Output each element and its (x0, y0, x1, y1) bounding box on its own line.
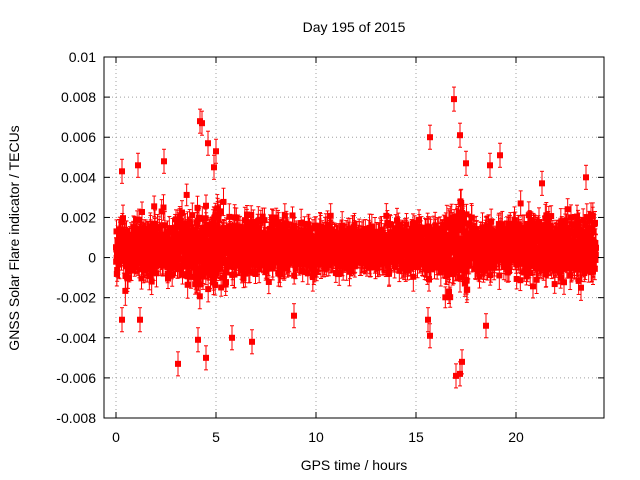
x-tick-label: 5 (212, 429, 220, 445)
y-tick-label: -0.002 (56, 290, 96, 306)
data-point (517, 190, 524, 217)
y-tick-label: 0.002 (61, 209, 96, 225)
y-tick-label: -0.008 (56, 410, 96, 426)
y-tick-label: 0.008 (61, 89, 96, 105)
y-tick-label: 0.004 (61, 169, 96, 185)
data-point (249, 329, 255, 355)
data-point (539, 170, 545, 196)
data-point (175, 351, 181, 377)
data-point (427, 124, 433, 150)
data-point (151, 195, 158, 218)
x-tick-label: 15 (408, 429, 424, 445)
data-point (229, 325, 235, 351)
y-tick-label: -0.006 (56, 370, 96, 386)
data-point (483, 313, 489, 339)
x-tick-label: 20 (508, 429, 524, 445)
x-tick-label: 0 (112, 429, 120, 445)
data-series (113, 86, 599, 389)
data-point (195, 327, 201, 353)
data-point (119, 158, 125, 184)
data-point (457, 122, 463, 148)
x-tick-label: 10 (308, 429, 324, 445)
x-axis-title: GPS time / hours (301, 457, 408, 473)
data-point (451, 86, 457, 112)
data-point (119, 307, 125, 333)
data-point (487, 152, 493, 178)
y-axis-title: GNSS Solar Flare indicator / TECUs (6, 125, 22, 350)
data-point (583, 164, 589, 190)
y-tick-label: -0.004 (56, 330, 96, 346)
data-point (137, 307, 143, 333)
data-point (138, 201, 145, 223)
y-tick-label: 0.006 (61, 129, 96, 145)
data-point (135, 152, 141, 178)
y-tick-label: 0.01 (69, 49, 96, 65)
data-point (497, 142, 503, 168)
data-point (291, 303, 297, 329)
data-point (183, 183, 190, 207)
data-point (205, 130, 211, 156)
y-tick-label: 0 (88, 250, 96, 266)
data-point (203, 345, 209, 371)
chart-title: Day 195 of 2015 (303, 19, 406, 35)
data-point (463, 150, 469, 176)
data-point (161, 148, 167, 174)
